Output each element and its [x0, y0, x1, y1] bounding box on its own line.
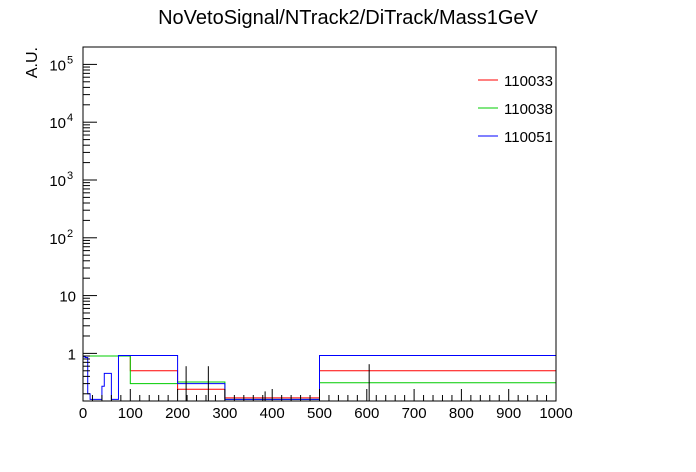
legend-label-110038: 110038 — [504, 101, 553, 118]
y-tick-label: 10 — [49, 231, 66, 248]
y-tick-exponent: 4 — [67, 112, 73, 124]
x-tick-label: 700 — [402, 405, 427, 422]
y-tick-label: 1 — [68, 346, 76, 363]
y-tick-label: 10 — [49, 173, 66, 190]
x-tick-label: 1000 — [539, 405, 572, 422]
y-tick-exponent: 2 — [67, 228, 73, 240]
y-tick-exponent: 3 — [67, 170, 73, 182]
y-tick-exponent: 5 — [67, 54, 73, 66]
legend-label-110051: 110051 — [504, 129, 553, 146]
legend: 110033 110038 110051 — [478, 73, 553, 146]
x-tick-label: 600 — [354, 405, 379, 422]
x-tick-label: 100 — [118, 405, 143, 422]
y-tick-label: 10 — [59, 289, 76, 306]
y-tick-label: 10 — [49, 57, 66, 74]
x-tick-label: 800 — [449, 405, 474, 422]
x-tick-label: 900 — [496, 405, 521, 422]
x-tick-label: 200 — [165, 405, 190, 422]
x-tick-label: 500 — [307, 405, 332, 422]
x-tick-label: 0 — [79, 405, 87, 422]
chart-title: NoVetoSignal/NTrack2/DiTrack/Mass1GeV — [158, 7, 538, 29]
x-tick-label: 300 — [212, 405, 237, 422]
legend-label-110033: 110033 — [504, 73, 553, 90]
y-axis-label: A.U. — [24, 47, 41, 78]
y-tick-label: 10 — [49, 115, 66, 132]
x-tick-label: 400 — [260, 405, 285, 422]
